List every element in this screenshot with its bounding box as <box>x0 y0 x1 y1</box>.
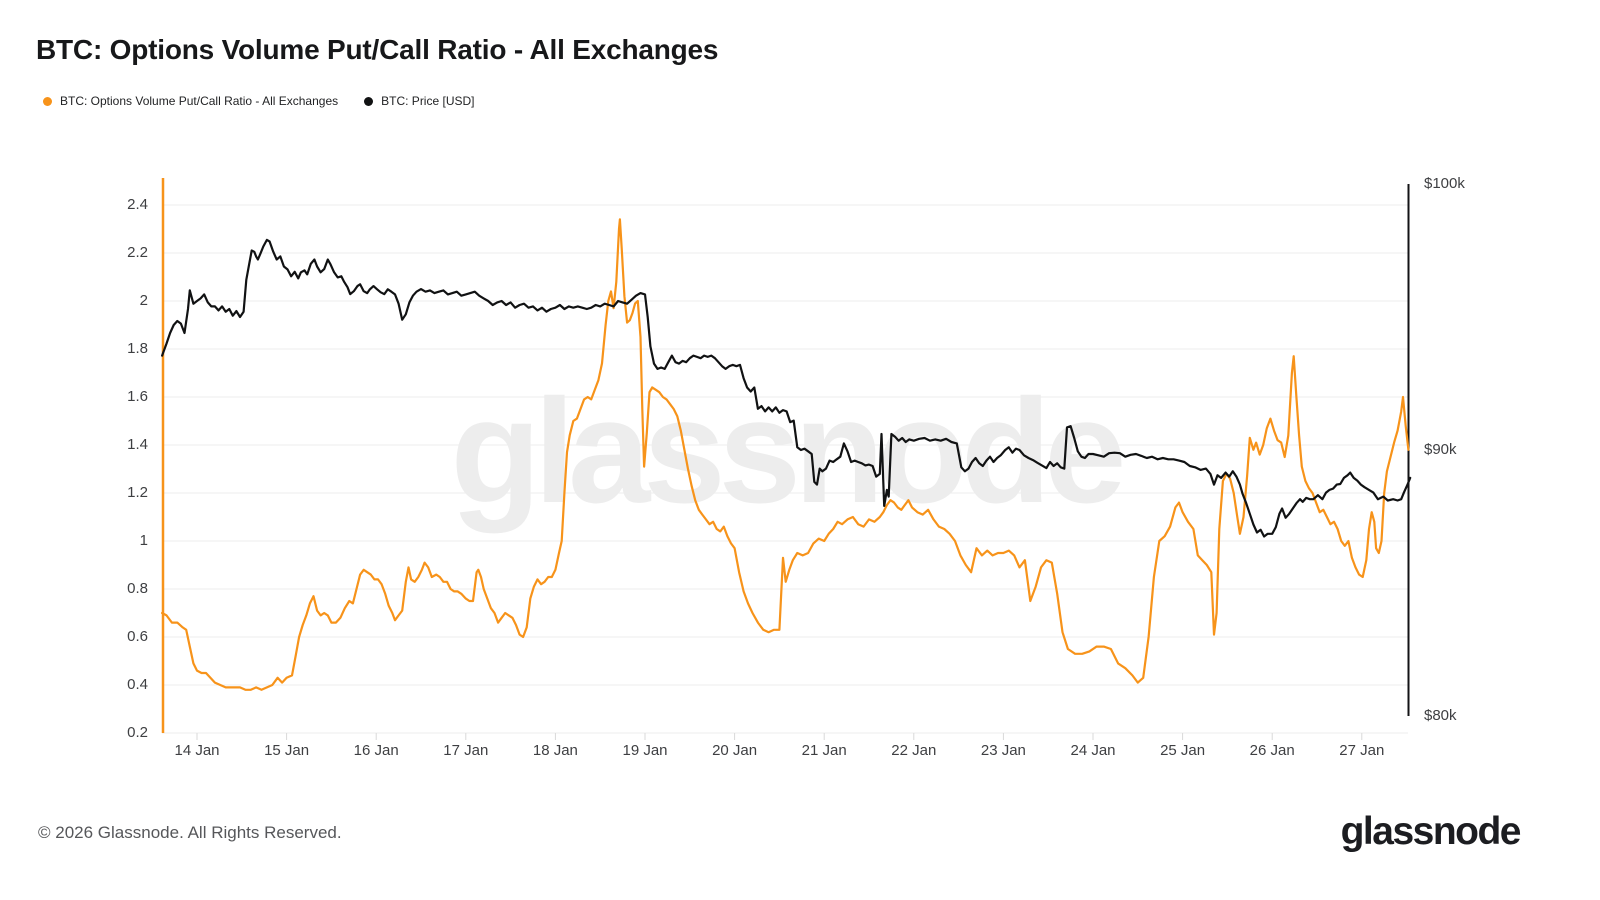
btc-price-legend-dot-icon <box>364 96 374 106</box>
legend-item-put-call-ratio[interactable]: BTC: Options Volume Put/Call Ratio - All… <box>43 94 338 108</box>
legend-item-btc-price[interactable]: BTC: Price [USD] <box>364 94 475 108</box>
page-title: BTC: Options Volume Put/Call Ratio - All… <box>36 34 719 65</box>
legend-label: BTC: Options Volume Put/Call Ratio - All… <box>60 94 339 108</box>
legend-label: BTC: Price [USD] <box>381 94 475 108</box>
put-call-ratio-legend-dot-icon <box>43 96 52 106</box>
put-call-ratio-line[interactable] <box>161 218 1410 691</box>
copyright-text: © 2026 Glassnode. All Rights Reserved. <box>38 823 342 842</box>
glassnode-logo: glassnode <box>1340 810 1522 853</box>
btc-price-line[interactable] <box>161 238 1412 538</box>
legend: BTC: Options Volume Put/Call Ratio - All… <box>43 94 475 108</box>
